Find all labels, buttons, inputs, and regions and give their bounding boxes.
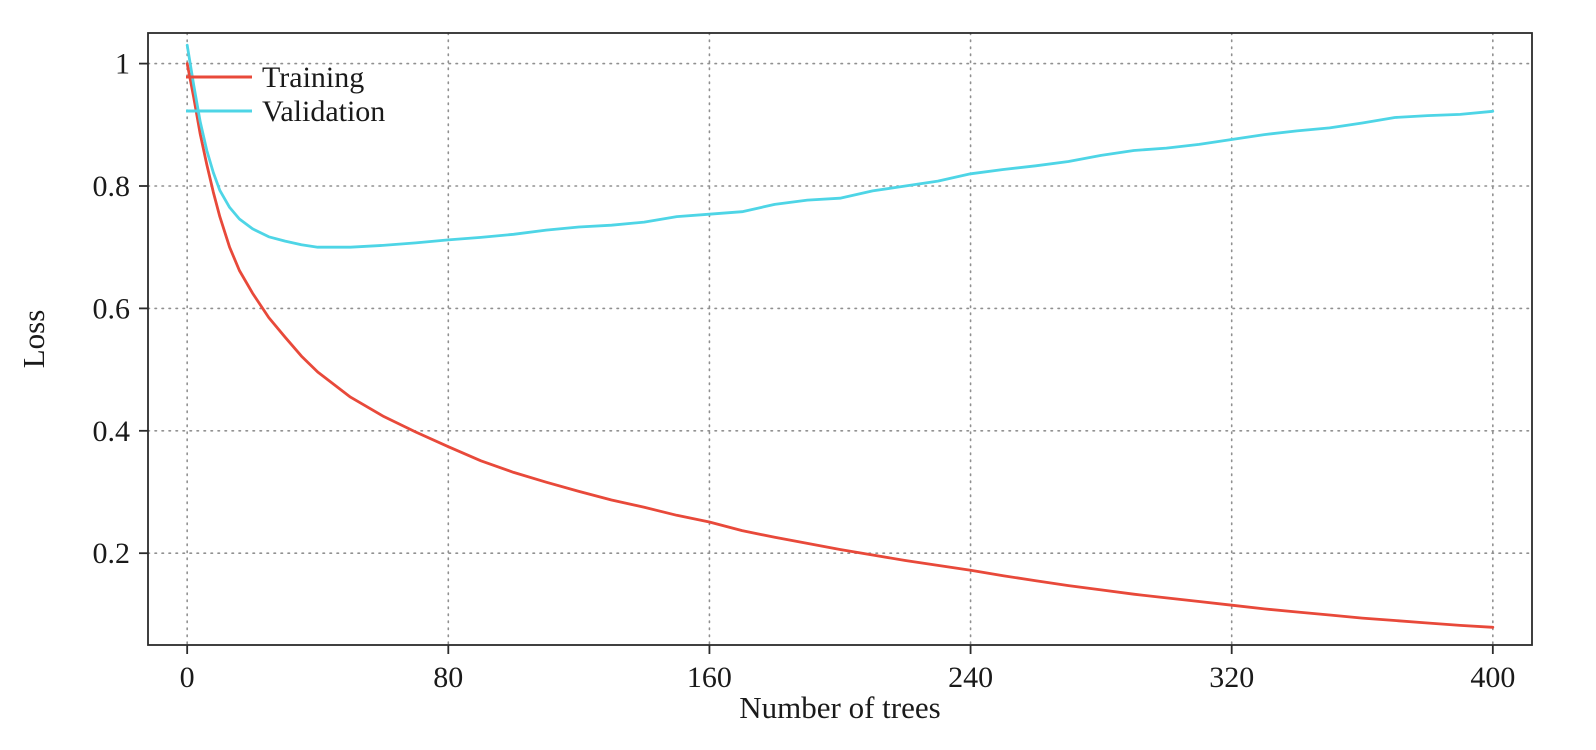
y-tick-label: 0.8 <box>93 170 131 203</box>
x-tick-label: 320 <box>1209 661 1254 694</box>
y-tick-label: 0.4 <box>93 415 131 448</box>
series-line-validation <box>185 43 1495 249</box>
x-tick-label: 400 <box>1470 661 1515 694</box>
x-tick-label: 80 <box>433 661 463 694</box>
axis-ticks <box>139 62 1494 654</box>
x-axis-label: Number of trees <box>739 690 940 725</box>
y-tick-label: 1 <box>115 48 130 81</box>
plot-frame <box>147 32 1533 646</box>
x-tick-label: 240 <box>948 661 993 694</box>
y-tick-label: 0.6 <box>93 292 131 325</box>
x-tick-label: 0 <box>180 661 195 694</box>
x-tick-label: 160 <box>687 661 732 694</box>
series-line-training <box>185 62 1495 629</box>
y-tick-label: 0.2 <box>93 537 131 570</box>
legend-label-validation: Validation <box>262 95 385 128</box>
grid-lines <box>147 32 1533 646</box>
y-axis-label: Loss <box>16 310 51 369</box>
legend-label-training: Training <box>262 61 364 94</box>
